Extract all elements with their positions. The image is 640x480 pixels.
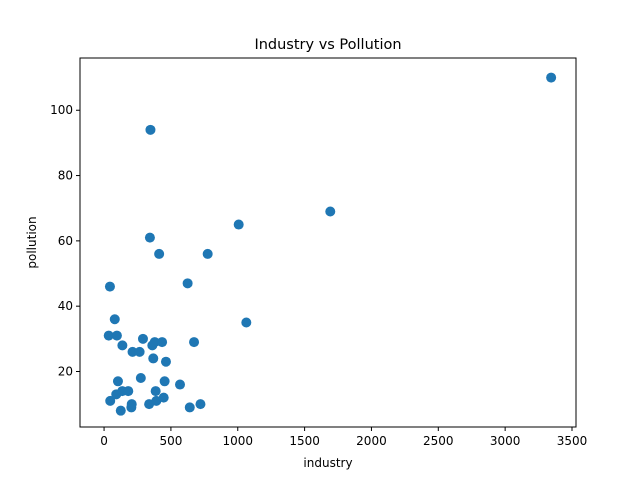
data-point: [546, 72, 557, 83]
data-point: [159, 376, 170, 387]
x-axis-label: industry: [303, 456, 352, 470]
chart-title: Industry vs Pollution: [254, 37, 401, 53]
x-tick-label: 2500: [423, 434, 454, 448]
data-point: [160, 356, 171, 367]
data-point: [154, 248, 165, 259]
x-tick-label: 2000: [356, 434, 387, 448]
data-point: [134, 346, 145, 357]
data-point: [144, 232, 155, 243]
data-point: [158, 392, 169, 403]
data-point: [175, 379, 186, 390]
y-tick-label: 80: [58, 169, 73, 183]
y-tick-label: 40: [58, 299, 73, 313]
data-point: [104, 281, 115, 292]
x-tick-label: 3500: [557, 434, 588, 448]
y-axis-ticks: 20 40 60 80 100: [50, 103, 80, 378]
data-point: [148, 353, 159, 364]
data-point: [145, 124, 156, 135]
data-point: [195, 399, 206, 410]
x-tick-label: 0: [100, 434, 108, 448]
y-tick-label: 60: [58, 234, 73, 248]
data-point: [111, 330, 122, 341]
plot-frame: [79, 57, 577, 428]
data-point: [135, 373, 146, 384]
data-point: [127, 346, 138, 357]
data-point: [325, 206, 336, 217]
data-point: [233, 219, 244, 230]
data-point: [149, 337, 160, 348]
y-axis-label: pollution: [25, 216, 39, 268]
y-tick-label: 100: [50, 103, 73, 117]
data-point: [184, 402, 195, 413]
x-tick-label: 3000: [490, 434, 521, 448]
data-point: [150, 386, 161, 397]
data-point: [123, 386, 134, 397]
data-point: [241, 317, 252, 328]
data-point: [202, 248, 213, 259]
data-point: [137, 333, 148, 344]
data-point: [189, 337, 200, 348]
y-tick-label: 20: [58, 364, 73, 378]
x-tick-label: 1000: [222, 434, 253, 448]
data-point: [182, 278, 193, 289]
data-point: [109, 314, 120, 325]
data-point: [103, 330, 114, 341]
x-tick-label: 1500: [289, 434, 320, 448]
x-tick-label: 500: [159, 434, 182, 448]
x-axis-ticks: 0 500 1000 1500 2000 2500 3000 3500: [100, 427, 587, 448]
data-point: [117, 340, 128, 351]
data-point: [112, 376, 123, 387]
data-point: [157, 337, 168, 348]
data-point: [115, 405, 126, 416]
data-point: [105, 395, 116, 406]
data-points: [103, 72, 557, 416]
data-point: [126, 399, 137, 410]
